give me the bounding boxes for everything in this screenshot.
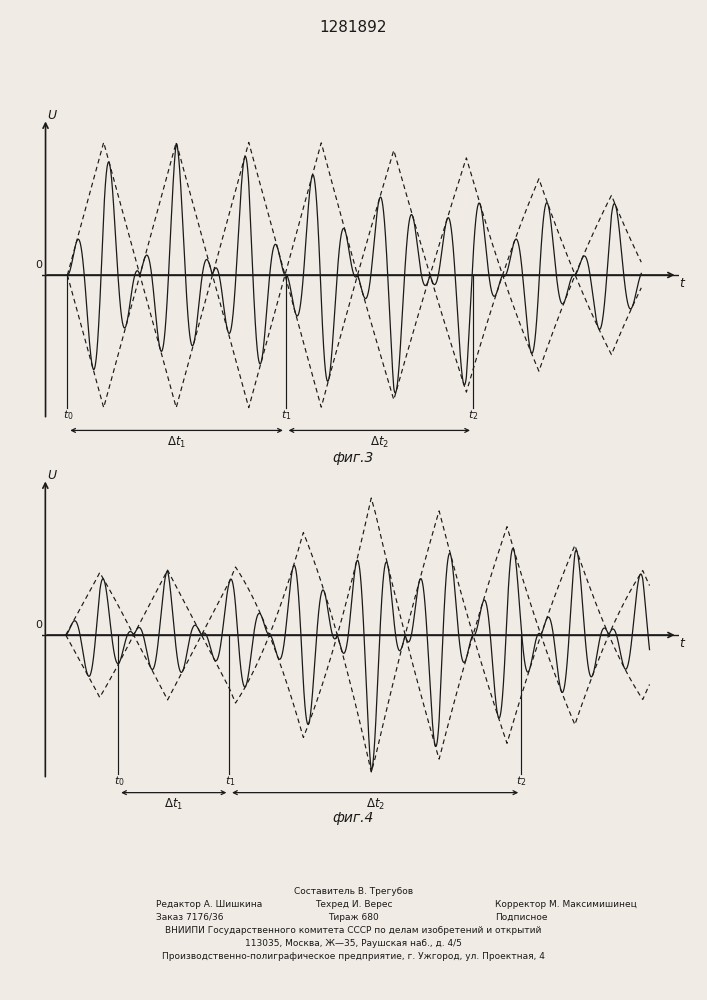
Text: Составитель В. Трегубов: Составитель В. Трегубов [294,887,413,896]
Text: ВНИИПИ Государственного комитета СССР по делам изобретений и открытий: ВНИИПИ Государственного комитета СССР по… [165,926,542,935]
Text: $t_0$: $t_0$ [114,774,124,788]
Text: $\Delta t_1$: $\Delta t_1$ [167,435,186,450]
Text: Заказ 7176/36: Заказ 7176/36 [156,913,223,922]
Text: Корректор М. Максимишинец: Корректор М. Максимишинец [495,900,636,909]
Text: Техред И. Верес: Техред И. Верес [315,900,392,909]
Text: 113035, Москва, Ж—35, Раушская наб., д. 4/5: 113035, Москва, Ж—35, Раушская наб., д. … [245,939,462,948]
Text: фиг.3: фиг.3 [333,451,374,465]
Text: 0: 0 [35,620,42,630]
Text: $t_1$: $t_1$ [281,408,291,422]
Text: $t_2$: $t_2$ [516,774,527,788]
Text: U: U [47,109,57,122]
Text: U: U [47,469,57,482]
Text: $t_1$: $t_1$ [225,774,235,788]
Text: $\Delta t_2$: $\Delta t_2$ [366,797,385,812]
Text: t: t [679,277,684,290]
Text: $t_2$: $t_2$ [468,408,479,422]
Text: 0: 0 [35,260,42,270]
Text: Производственно-полиграфическое предприятие, г. Ужгород, ул. Проектная, 4: Производственно-полиграфическое предприя… [162,952,545,961]
Text: Редактор А. Шишкина: Редактор А. Шишкина [156,900,262,909]
Text: 1281892: 1281892 [320,20,387,35]
Text: $\Delta t_1$: $\Delta t_1$ [164,797,183,812]
Text: Подписное: Подписное [495,913,547,922]
Text: $\Delta t_2$: $\Delta t_2$ [370,435,389,450]
Text: Тираж 680: Тираж 680 [328,913,379,922]
Text: $t_0$: $t_0$ [63,408,74,422]
Text: t: t [679,637,684,650]
Text: фиг.4: фиг.4 [333,811,374,825]
